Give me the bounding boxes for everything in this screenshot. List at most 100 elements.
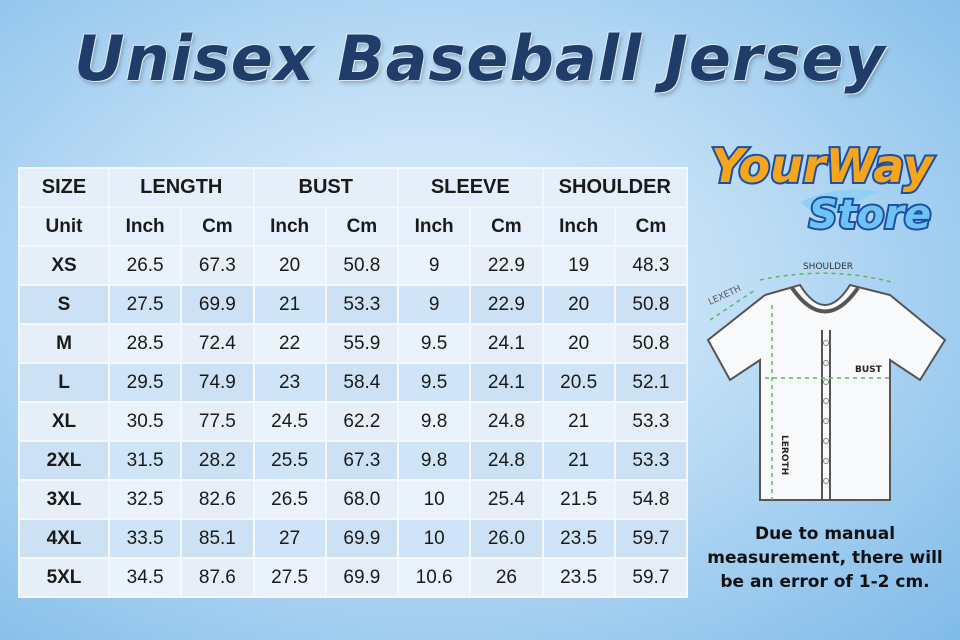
- unit-cell: Inch: [107, 206, 183, 247]
- note-line: be an error of 1-2 cm.: [720, 572, 930, 592]
- table-row: S 27.5 69.9 21 53.3 9 22.9 20 50.8: [18, 284, 689, 325]
- measurement-cell: 31.5: [107, 440, 183, 481]
- unit-cell: Cm: [180, 206, 255, 247]
- measurement-cell: 69.9: [324, 518, 400, 559]
- measurement-cell: 21: [541, 401, 616, 442]
- measurement-cell: 28.2: [180, 440, 255, 481]
- measurement-cell: 22.9: [469, 245, 544, 286]
- table-row: M 28.5 72.4 22 55.9 9.5 24.1 20 50.8: [18, 323, 689, 364]
- size-cell: 2XL: [18, 440, 110, 481]
- measurement-cell: 29.5: [107, 362, 183, 403]
- measurement-cell: 23.5: [541, 557, 616, 598]
- measurement-cell: 9.5: [397, 323, 472, 364]
- measurement-cell: 54.8: [613, 479, 689, 520]
- header-length: LENGTH: [108, 167, 255, 208]
- measurement-cell: 67.3: [180, 245, 255, 286]
- measurement-cell: 21: [541, 440, 616, 481]
- measurement-cell: 10.6: [397, 557, 472, 598]
- size-cell: L: [18, 362, 110, 403]
- measurement-cell: 87.6: [180, 557, 255, 598]
- measurement-cell: 23.5: [541, 518, 616, 559]
- size-cell: 3XL: [18, 479, 110, 520]
- measurement-cell: 68.0: [324, 479, 400, 520]
- measurement-cell: 72.4: [180, 323, 255, 364]
- table-row: L 29.5 74.9 23 58.4 9.5 24.1 20.5 52.1: [18, 362, 689, 403]
- measurement-cell: 19: [541, 245, 616, 286]
- measurement-cell: 82.6: [180, 479, 255, 520]
- jersey-shape: [706, 283, 947, 501]
- measurement-cell: 25.5: [252, 440, 327, 481]
- measurement-cell: 27.5: [252, 557, 327, 598]
- unit-cell: Cm: [469, 206, 544, 247]
- measurement-cell: 33.5: [107, 518, 183, 559]
- measurement-cell: 30.5: [107, 401, 183, 442]
- header-row: SIZE LENGTH BUST SLEEVE SHOULDER: [18, 167, 689, 208]
- measurement-cell: 27.5: [107, 284, 183, 325]
- measurement-cell: 50.8: [613, 323, 689, 364]
- measurement-cell: 53.3: [613, 401, 689, 442]
- header-size: SIZE: [18, 167, 110, 208]
- size-chart-table: SIZE LENGTH BUST SLEEVE SHOULDER Unit Inc…: [18, 167, 689, 598]
- measurement-cell: 9: [397, 245, 472, 286]
- measurement-cell: 26: [469, 557, 544, 598]
- table-row: 4XL 33.5 85.1 27 69.9 10 26.0 23.5 59.7: [18, 518, 689, 559]
- unit-cell: Cm: [324, 206, 400, 247]
- measurement-cell: 74.9: [180, 362, 255, 403]
- measurement-cell: 24.5: [252, 401, 327, 442]
- measurement-cell: 50.8: [324, 245, 400, 286]
- table-row: 3XL 32.5 82.6 26.5 68.0 10 25.4 21.5 54.8: [18, 479, 689, 520]
- measurement-cell: 20: [541, 284, 616, 325]
- table-row: 5XL 34.5 87.6 27.5 69.9 10.6 26 23.5 59.7: [18, 557, 689, 598]
- measurement-cell: 53.3: [613, 440, 689, 481]
- measurement-cell: 20.5: [541, 362, 616, 403]
- measurement-cell: 26.5: [252, 479, 327, 520]
- measurement-cell: 21: [252, 284, 327, 325]
- measurement-cell: 27: [252, 518, 327, 559]
- measurement-cell: 52.1: [613, 362, 689, 403]
- measurement-cell: 23: [252, 362, 327, 403]
- measurement-cell: 9.5: [397, 362, 472, 403]
- unit-cell: Inch: [541, 206, 616, 247]
- logo-text-yourway: YourWay: [711, 139, 935, 193]
- units-row: Unit Inch Cm Inch Cm Inch Cm Inch Cm: [18, 206, 689, 247]
- measure-lines: [709, 272, 896, 500]
- measurement-cell: 9.8: [397, 401, 472, 442]
- measurement-cell: 85.1: [180, 518, 255, 559]
- measurement-cell: 10: [397, 518, 472, 559]
- measurement-cell: 69.9: [324, 557, 400, 598]
- measurement-cell: 32.5: [107, 479, 183, 520]
- unit-cell: Inch: [252, 206, 327, 247]
- measurement-cell: 48.3: [613, 245, 689, 286]
- unit-cell: Inch: [397, 206, 472, 247]
- label-sleeve: LEXETH: [707, 284, 743, 308]
- size-cell: 4XL: [18, 518, 110, 559]
- size-cell: 5XL: [18, 557, 110, 598]
- table-row: 2XL 31.5 28.2 25.5 67.3 9.8 24.8 21 53.3: [18, 440, 689, 481]
- header-shoulder: SHOULDER: [541, 167, 689, 208]
- label-shoulder: SHOULDER: [803, 262, 853, 272]
- measurement-cell: 58.4: [324, 362, 400, 403]
- measurement-cell: 59.7: [613, 557, 689, 598]
- logo-text-store: Store: [809, 192, 931, 238]
- measurement-cell: 28.5: [107, 323, 183, 364]
- measurement-cell: 24.1: [469, 362, 544, 403]
- size-cell: M: [18, 323, 110, 364]
- table-row: XS 26.5 67.3 20 50.8 9 22.9 19 48.3: [18, 245, 689, 286]
- jersey-diagram: SHOULDER LEXETH BUST LEROTH: [706, 262, 947, 501]
- measurement-cell: 62.2: [324, 401, 400, 442]
- measurement-cell: 10: [397, 479, 472, 520]
- measurement-cell: 34.5: [107, 557, 183, 598]
- measurement-cell: 26.0: [469, 518, 544, 559]
- header-sleeve: SLEEVE: [397, 167, 544, 208]
- measurement-cell: 9.8: [397, 440, 472, 481]
- measurement-cell: 24.1: [469, 323, 544, 364]
- header-bust: BUST: [252, 167, 400, 208]
- measurement-cell: 55.9: [324, 323, 400, 364]
- unit-cell: Cm: [613, 206, 689, 247]
- unit-cell: Unit: [18, 206, 110, 247]
- measurement-cell: 50.8: [613, 284, 689, 325]
- size-cell: XS: [18, 245, 110, 286]
- yourway-store-logo: YourWay Store: [709, 137, 937, 240]
- wave-icon: [800, 189, 880, 222]
- measurement-cell: 22.9: [469, 284, 544, 325]
